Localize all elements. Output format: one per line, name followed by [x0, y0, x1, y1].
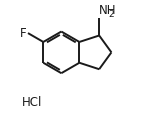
Text: 2: 2: [108, 10, 114, 19]
Text: NH: NH: [99, 4, 117, 17]
Text: HCl: HCl: [22, 97, 42, 109]
Text: F: F: [20, 27, 27, 40]
